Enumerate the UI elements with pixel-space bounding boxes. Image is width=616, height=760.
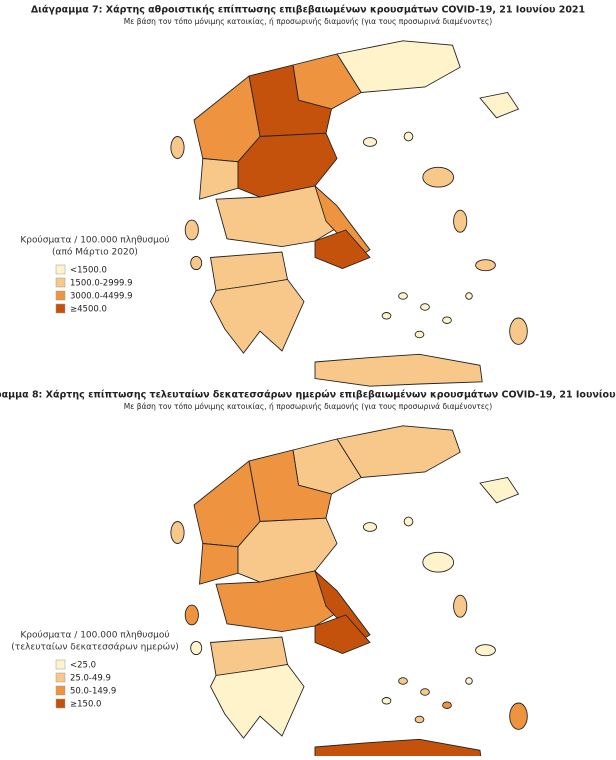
island bbox=[414, 715, 425, 724]
region bbox=[199, 543, 239, 585]
island bbox=[414, 330, 425, 339]
island bbox=[453, 209, 468, 233]
island bbox=[170, 136, 185, 159]
legend-label: ≥150.0 bbox=[70, 700, 101, 710]
region bbox=[210, 279, 305, 354]
island bbox=[442, 701, 452, 709]
map-title: Διάγραμμα 8: Χάρτης επίπτωσης τελευταίων… bbox=[0, 390, 616, 401]
region bbox=[479, 477, 520, 504]
island bbox=[403, 516, 414, 527]
legend-swatch bbox=[55, 303, 66, 314]
legend-label: 25.0-49.9 bbox=[70, 674, 111, 684]
island bbox=[422, 166, 455, 188]
island bbox=[475, 259, 496, 272]
island bbox=[422, 551, 455, 573]
region bbox=[314, 738, 482, 760]
legend-label: 1500.0-2999.9 bbox=[70, 279, 133, 289]
island bbox=[184, 219, 199, 241]
island bbox=[453, 594, 468, 618]
island bbox=[465, 677, 473, 685]
region bbox=[199, 158, 239, 200]
region bbox=[215, 185, 344, 247]
legend-title: Κρούσματα / 100.000 πληθυσμού bbox=[20, 235, 169, 246]
island bbox=[170, 521, 185, 544]
map bbox=[170, 40, 528, 387]
legend-label: <1500.0 bbox=[70, 266, 107, 276]
legend-swatch bbox=[55, 698, 66, 709]
island bbox=[509, 702, 528, 730]
legend-label: 3000.0-4499.9 bbox=[70, 292, 133, 302]
map-subtitle: Με βάση τον τόπο μόνιμης κατοικίας, ή πρ… bbox=[124, 402, 493, 411]
island bbox=[362, 522, 378, 532]
map-subtitle: Με βάση τον τόπο μόνιμης κατοικίας, ή πρ… bbox=[124, 17, 493, 26]
legend-subtitle: (από Μάρτιο 2020) bbox=[52, 247, 138, 258]
legend-swatch bbox=[55, 672, 66, 683]
region bbox=[479, 92, 520, 119]
island bbox=[190, 255, 203, 271]
region bbox=[215, 570, 344, 632]
legend-title: Κρούσματα / 100.000 πληθυσμού bbox=[20, 630, 169, 641]
region bbox=[314, 229, 371, 269]
legend-label: <25.0 bbox=[70, 661, 96, 671]
island bbox=[442, 316, 452, 324]
legend-label: ≥4500.0 bbox=[70, 305, 107, 315]
region bbox=[314, 353, 483, 387]
island bbox=[420, 688, 430, 696]
island bbox=[465, 292, 473, 300]
region bbox=[314, 614, 371, 654]
island bbox=[420, 303, 430, 311]
island bbox=[403, 131, 414, 142]
map-title: Διάγραμμα 7: Χάρτης αθροιστικής επίπτωση… bbox=[31, 5, 585, 16]
legend-label: 50.0-149.9 bbox=[70, 687, 116, 697]
island bbox=[475, 644, 496, 657]
legend-swatch bbox=[55, 264, 66, 275]
island bbox=[184, 604, 199, 626]
region bbox=[210, 664, 305, 739]
island bbox=[381, 312, 392, 320]
legend-swatch bbox=[55, 277, 66, 288]
island bbox=[398, 292, 408, 300]
map bbox=[170, 425, 528, 760]
legend-swatch bbox=[55, 290, 66, 301]
island bbox=[190, 640, 203, 656]
island bbox=[362, 137, 378, 147]
island bbox=[509, 317, 528, 345]
island bbox=[398, 677, 408, 685]
island bbox=[381, 697, 392, 705]
legend-swatch bbox=[55, 685, 66, 696]
legend-swatch bbox=[55, 659, 66, 670]
legend-subtitle: (τελευταίων δεκατεσσάρων ημερών) bbox=[11, 642, 178, 653]
